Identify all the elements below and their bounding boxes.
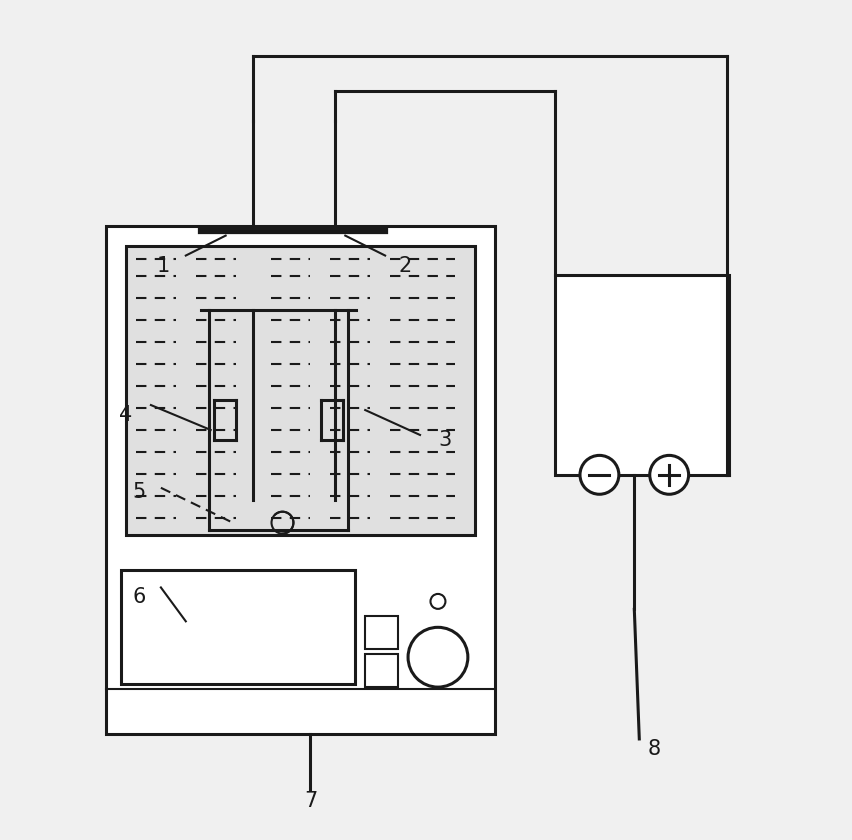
Text: 5: 5 <box>132 482 146 501</box>
Circle shape <box>650 455 688 494</box>
Circle shape <box>580 455 619 494</box>
Bar <box>126 245 475 534</box>
Bar <box>106 226 495 734</box>
Bar <box>366 654 398 687</box>
Text: 3: 3 <box>438 430 452 450</box>
Text: 6: 6 <box>132 587 146 607</box>
Bar <box>121 570 355 684</box>
Bar <box>366 617 398 649</box>
Circle shape <box>430 594 446 609</box>
Text: 8: 8 <box>648 739 661 759</box>
Text: 1: 1 <box>156 255 170 276</box>
Circle shape <box>408 627 468 687</box>
Bar <box>555 276 729 475</box>
Text: 2: 2 <box>399 255 412 276</box>
Text: 7: 7 <box>304 790 317 811</box>
Text: 4: 4 <box>119 405 133 425</box>
